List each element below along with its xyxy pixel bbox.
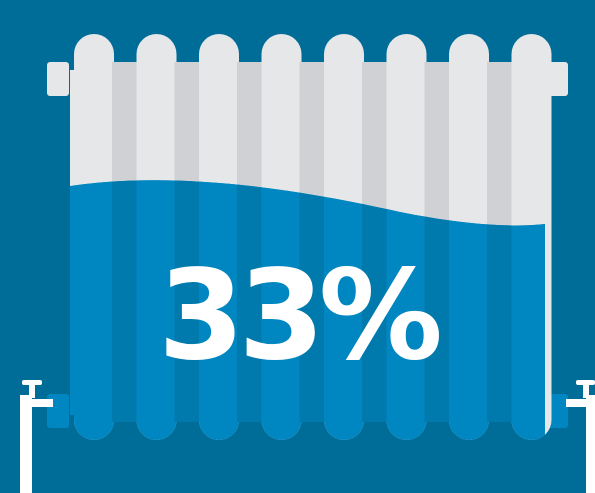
water-column <box>324 180 364 440</box>
water-gap <box>424 180 451 422</box>
pipe-valve-icon <box>20 380 53 493</box>
water-column <box>136 180 177 440</box>
water-fill <box>70 180 545 440</box>
water-column <box>261 180 302 440</box>
water-gap <box>237 180 264 422</box>
water-column <box>511 180 545 440</box>
water-column <box>74 180 114 440</box>
fill-percentage: 33% <box>158 244 443 388</box>
water-column <box>449 180 489 440</box>
water-gap <box>362 180 389 422</box>
water-column <box>199 180 239 440</box>
water-gap <box>112 180 139 422</box>
radiator-left-tab <box>47 62 69 96</box>
water-column <box>386 180 427 440</box>
water-gap <box>299 180 326 422</box>
pipe-valve-icon <box>566 380 595 493</box>
water-gap <box>174 180 201 422</box>
